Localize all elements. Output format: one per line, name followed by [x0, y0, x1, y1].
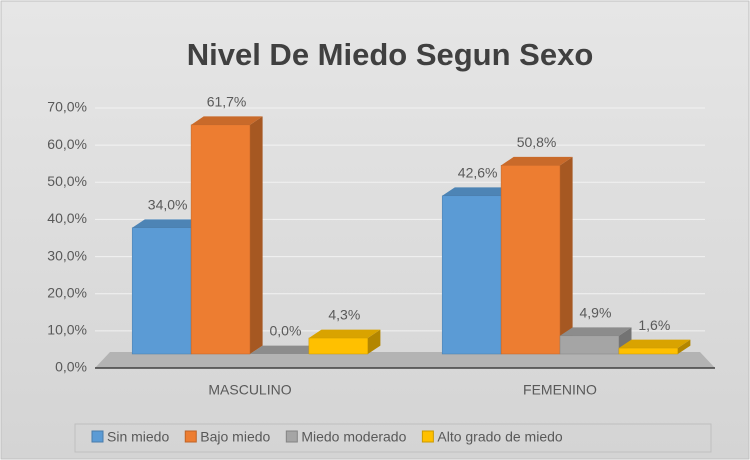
y-tick-label: 0,0% — [55, 359, 87, 375]
bar — [308, 329, 381, 355]
data-label: 4,3% — [328, 307, 360, 323]
bar-front — [618, 347, 679, 355]
data-label: 1,6% — [638, 317, 670, 333]
bar-side — [250, 116, 263, 354]
bar-front — [500, 165, 561, 355]
bar-front — [441, 195, 502, 355]
data-label: 34,0% — [148, 196, 188, 212]
y-tick-label: 40,0% — [47, 210, 87, 226]
bar-front — [308, 337, 369, 355]
x-tick-label: FEMENINO — [523, 382, 597, 398]
chart-title: Nivel De Miedo Segun Sexo — [187, 37, 594, 72]
bar-side — [560, 156, 573, 354]
legend-label: Sin miedo — [107, 429, 169, 445]
bar-top — [501, 156, 573, 166]
legend-swatch — [91, 430, 104, 443]
data-label: 4,9% — [579, 305, 611, 321]
bar-side — [367, 329, 381, 354]
data-label: 61,7% — [207, 94, 247, 110]
y-tick-label: 30,0% — [47, 247, 87, 263]
data-label: 50,8% — [517, 134, 557, 150]
floor — [95, 352, 715, 368]
legend-swatch — [421, 430, 434, 443]
legend-swatch — [184, 430, 197, 443]
bar-top — [191, 116, 263, 125]
data-label: 0,0% — [269, 323, 301, 339]
bar — [250, 345, 322, 354]
y-tick-label: 20,0% — [47, 284, 87, 300]
y-tick-label: 50,0% — [47, 173, 87, 189]
data-label: 42,6% — [458, 164, 498, 180]
bar-front — [131, 227, 192, 355]
bar-top — [308, 329, 381, 339]
legend-box — [74, 423, 712, 453]
bar-side — [677, 339, 691, 354]
legend-label: Miedo moderado — [301, 429, 406, 445]
legend-label: Bajo miedo — [200, 429, 270, 445]
bar-front — [559, 335, 620, 355]
bar-top — [442, 187, 514, 196]
bar-top — [560, 327, 632, 336]
y-tick-label: 10,0% — [47, 322, 87, 338]
bar — [500, 156, 573, 355]
bar — [559, 327, 632, 355]
bar-top — [618, 339, 691, 349]
bar — [190, 116, 263, 355]
bar — [618, 339, 691, 355]
legend-label: Alto grado de miedo — [437, 429, 563, 445]
y-tick-label: 60,0% — [47, 136, 87, 152]
bar-top — [250, 345, 322, 354]
bar-front — [190, 124, 251, 355]
bar-top — [132, 219, 204, 228]
x-tick-label: MASCULINO — [208, 382, 291, 398]
legend-swatch — [285, 430, 298, 443]
y-tick-label: 70,0% — [47, 99, 87, 115]
